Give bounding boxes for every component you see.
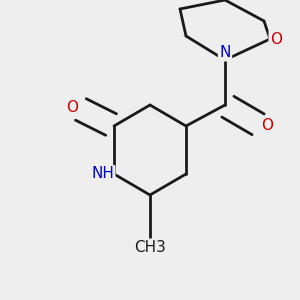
Text: N: N	[219, 45, 231, 60]
Text: CH3: CH3	[134, 240, 166, 255]
Text: O: O	[66, 100, 78, 116]
Text: O: O	[270, 32, 282, 46]
Text: NH: NH	[91, 167, 114, 182]
Text: O: O	[261, 118, 273, 134]
